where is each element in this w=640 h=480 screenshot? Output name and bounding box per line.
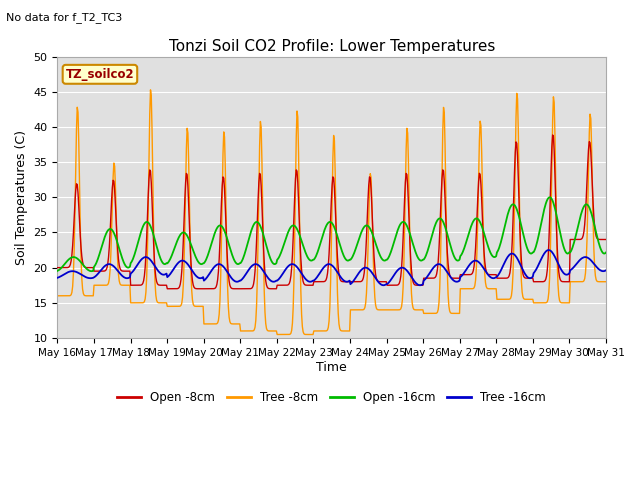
Legend: Open -8cm, Tree -8cm, Open -16cm, Tree -16cm: Open -8cm, Tree -8cm, Open -16cm, Tree -…: [113, 386, 551, 408]
Text: No data for f_T2_TC3: No data for f_T2_TC3: [6, 12, 123, 23]
Title: Tonzi Soil CO2 Profile: Lower Temperatures: Tonzi Soil CO2 Profile: Lower Temperatur…: [168, 39, 495, 54]
Y-axis label: Soil Temperatures (C): Soil Temperatures (C): [15, 130, 28, 265]
Text: TZ_soilco2: TZ_soilco2: [66, 68, 134, 81]
X-axis label: Time: Time: [316, 360, 347, 373]
